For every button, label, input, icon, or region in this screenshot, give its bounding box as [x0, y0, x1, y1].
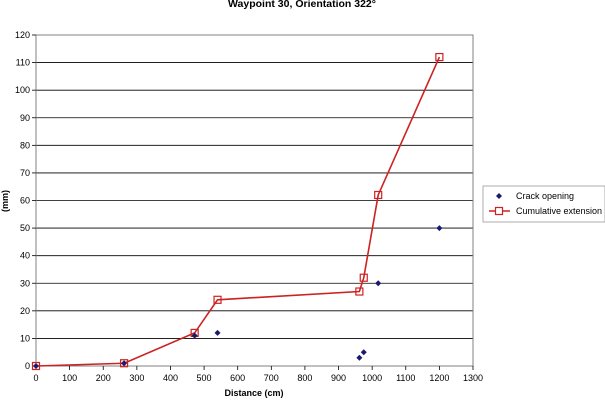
cumulative-extension-point	[359, 273, 368, 282]
crack-opening-point	[356, 354, 363, 361]
crack-opening-point	[214, 329, 221, 336]
y-tick-label: 40	[20, 251, 30, 261]
y-tick-label: 50	[20, 223, 30, 233]
y-tick-label: 60	[20, 196, 30, 206]
x-tick-label: 0	[33, 373, 38, 383]
y-tick-label: 10	[20, 333, 30, 343]
x-tick-label: 700	[264, 373, 279, 383]
x-tick-label: 600	[230, 373, 245, 383]
cumulative-extension-line	[35, 56, 441, 367]
x-tick-label: 500	[197, 373, 212, 383]
y-tick-label: 110	[16, 58, 30, 68]
y-tick-label: 20	[20, 306, 30, 316]
y-tick-label: 90	[20, 113, 30, 123]
cumulative-extension-point	[119, 359, 129, 368]
y-tick-label: 30	[20, 278, 30, 288]
crack-opening-point	[375, 280, 382, 287]
series-layer	[31, 52, 444, 371]
y-tick-label: 0	[25, 361, 30, 371]
y-tick-label: 100	[15, 85, 30, 95]
legend: Crack opening Cumulative extension	[482, 185, 605, 223]
cumulative-extension-point	[374, 190, 383, 200]
legend-label-crack-opening: Crack opening	[516, 191, 574, 201]
y-tick-label: 120	[15, 30, 30, 40]
y-tick-label: 70	[20, 168, 30, 178]
x-tick-label: 1100	[396, 373, 415, 383]
cumulative-extension-point	[213, 295, 222, 304]
x-tick-label: 200	[96, 373, 111, 383]
legend-marker-cumulative-extension	[494, 206, 504, 216]
legend-marker-crack-opening	[496, 193, 502, 199]
x-tick-label: 300	[129, 373, 144, 383]
x-tick-label: 100	[62, 373, 77, 383]
crack-opening-point	[121, 360, 128, 367]
cumulative-extension-point	[435, 52, 444, 62]
crack-opening-point	[33, 363, 39, 369]
crack-opening-point	[360, 349, 367, 356]
legend-label-cumulative-extension: Cumulative extension	[516, 206, 602, 216]
y-tick-label: 80	[20, 140, 30, 150]
legend-box	[482, 185, 605, 223]
x-tick-label: 900	[331, 373, 346, 383]
x-tick-label: 1300	[463, 373, 483, 383]
cumulative-extension-point	[355, 287, 364, 296]
x-tick-label: 400	[163, 373, 178, 383]
y-axis-title: (mm)	[0, 190, 10, 212]
chart-title: Waypoint 30, Orientation 322°	[228, 0, 376, 10]
x-tick-label: 800	[297, 373, 312, 383]
crack-opening-point	[436, 225, 443, 232]
cumulative-extension-point	[31, 361, 41, 371]
grid	[36, 62, 473, 339]
x-axis-title: Distance (cm)	[224, 388, 283, 398]
crack-opening-point	[191, 332, 198, 339]
x-tick-label: 1200	[429, 373, 449, 383]
x-tick-label: 1000	[362, 373, 382, 383]
